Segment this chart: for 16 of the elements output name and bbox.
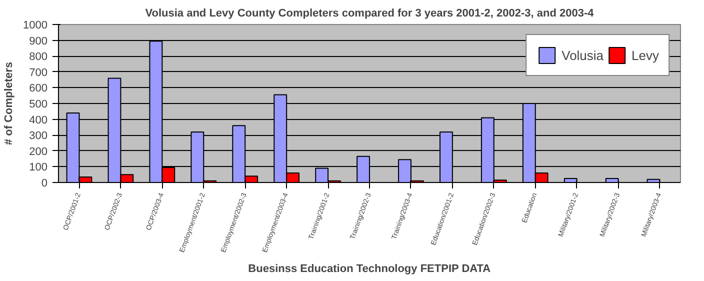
x-axis-title: Buesinss Education Technology FETPIP DATA (248, 262, 491, 275)
y-tick-label: 1000 (23, 20, 48, 32)
y-tick-label: 900 (29, 35, 48, 48)
y-axis-title: # of Completers (3, 62, 16, 146)
legend-label: Levy (632, 48, 659, 62)
chart-title: Volusia and Levy County Completers compared for 3 years 2001-2, 2002-3, and 2003-4 (145, 8, 595, 20)
y-tick-label: 300 (29, 130, 48, 142)
y-tick-label: 200 (29, 146, 48, 158)
legend-label: Volusia (562, 48, 604, 62)
y-tick-label: 0 (41, 178, 48, 190)
y-tick-label: 500 (29, 98, 48, 110)
y-tick-label: 100 (29, 162, 48, 174)
y-tick-label: 800 (29, 51, 48, 64)
y-tick-label: 400 (29, 114, 48, 126)
y-tick-label: 600 (29, 82, 48, 95)
y-tick-label: 700 (29, 66, 48, 79)
